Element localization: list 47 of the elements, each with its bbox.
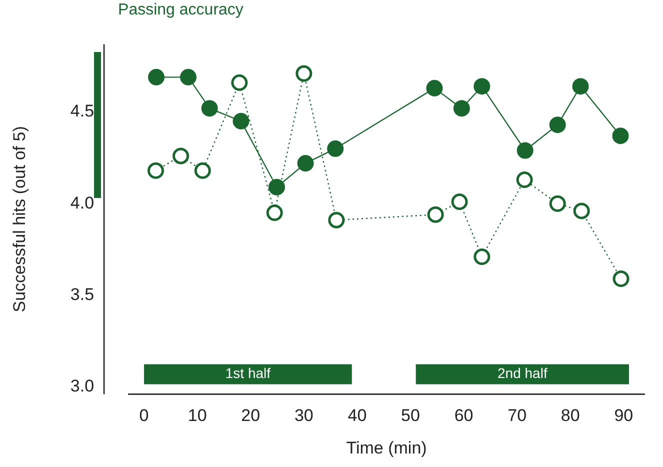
- point: [612, 270, 630, 288]
- point: [327, 140, 344, 157]
- point: [427, 206, 444, 223]
- band-label: 2nd half: [498, 365, 548, 382]
- point: [148, 68, 165, 86]
- point: [194, 162, 211, 179]
- x-tick-label: 40: [348, 406, 367, 426]
- point: [296, 65, 312, 82]
- point: [453, 100, 470, 117]
- x-tick-label: 60: [454, 406, 474, 426]
- point: [232, 112, 250, 130]
- y-tick-label: 3.0: [70, 376, 94, 396]
- point: [516, 172, 533, 188]
- point: [474, 248, 490, 266]
- point: [328, 212, 345, 228]
- point: [147, 162, 164, 179]
- y-axis-title: Successful hits (out of 5): [10, 126, 29, 312]
- point: [549, 116, 566, 134]
- y-tick-label: 3.5: [70, 284, 94, 304]
- point: [612, 128, 629, 144]
- x-tick-label: 20: [241, 406, 260, 426]
- point: [297, 155, 314, 172]
- x-tick-label: 80: [560, 406, 580, 426]
- point: [180, 68, 197, 86]
- x-tick-label: 10: [188, 406, 207, 426]
- x-axis-title: Time (min): [346, 438, 427, 458]
- x-tick-label: 0: [139, 406, 149, 426]
- point: [201, 100, 218, 117]
- point: [549, 195, 566, 212]
- x-tick-label: 70: [508, 406, 527, 426]
- point: [573, 202, 590, 220]
- point: [266, 204, 283, 222]
- text: Passing accuracy: [118, 1, 244, 18]
- band-label: 1st half: [225, 365, 271, 382]
- point: [474, 78, 490, 95]
- x-tick-label: 30: [294, 406, 314, 426]
- y-tick-label: 4.5: [70, 102, 94, 121]
- point: [268, 178, 285, 196]
- point: [426, 80, 443, 96]
- y-tick-label: 4.0: [70, 193, 94, 212]
- point: [172, 148, 190, 164]
- x-tick-label: 50: [401, 406, 420, 426]
- point: [231, 74, 248, 91]
- point: [451, 194, 468, 210]
- point: [572, 78, 589, 95]
- point: [516, 142, 534, 159]
- x-tick-label: 90: [614, 406, 634, 426]
